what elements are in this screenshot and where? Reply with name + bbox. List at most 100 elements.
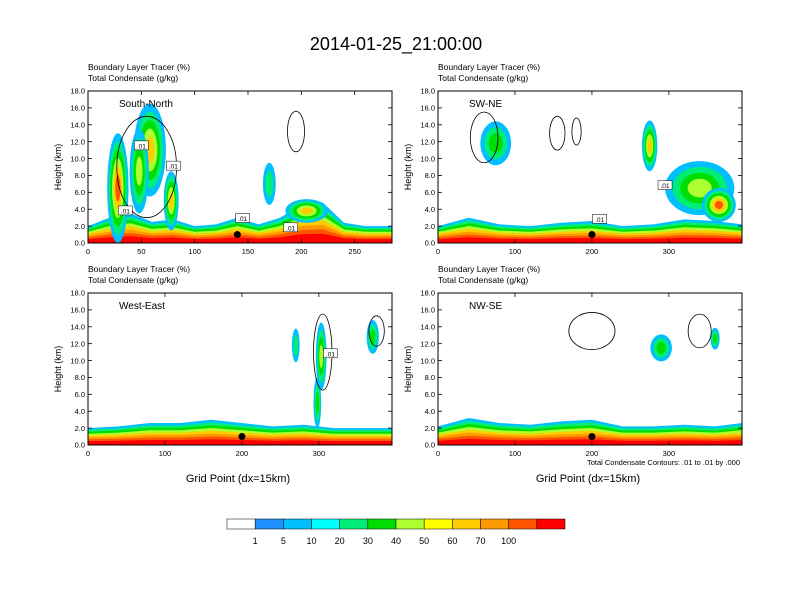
plot-background xyxy=(438,293,742,445)
contour-label: .01 xyxy=(326,351,335,358)
colorbar-label: 5 xyxy=(281,536,286,546)
x-tick-label: 0 xyxy=(86,247,90,256)
x-tick-label: 300 xyxy=(313,449,326,458)
y-tick-label: 14.0 xyxy=(420,322,435,331)
tracer-blob xyxy=(656,341,666,354)
contour-label-box xyxy=(283,222,298,233)
y-tick-label: 4.0 xyxy=(75,407,85,416)
colorbar-swatch xyxy=(254,518,284,530)
panel-sw-ne: .01 .01 0 100 200 300 0.0 2.0 4.0 6.0 8.0 10.0 12.0 1… xyxy=(403,62,743,256)
x-tick-label: 200 xyxy=(295,247,308,256)
colorbar-swatch xyxy=(423,518,453,530)
y-tick-label: 2.0 xyxy=(75,222,85,231)
y-tick-label: 6.0 xyxy=(75,188,85,197)
y-tick-label: 4.0 xyxy=(425,407,435,416)
y-tick-label: 6.0 xyxy=(425,390,435,399)
tracer-blob xyxy=(135,156,143,186)
x-tick-label: 100 xyxy=(188,247,201,256)
contour-label-box xyxy=(166,160,181,171)
panel-label-tracer: Boundary Layer Tracer (%) xyxy=(88,264,190,274)
y-axis-label: Height (km) xyxy=(53,144,63,191)
x-axis-label-left: Grid Point (dx=15km) xyxy=(186,473,290,485)
panel-label-condensate: Total Condensate (g/kg) xyxy=(438,275,528,285)
x-tick-label: 200 xyxy=(586,247,599,256)
contour-label-box xyxy=(592,214,607,224)
y-tick-label: 2.0 xyxy=(425,222,435,231)
y-tick-label: 14.0 xyxy=(70,322,85,331)
x-tick-label: 0 xyxy=(86,449,90,458)
colorbar-swatch xyxy=(339,518,369,530)
contour-label-box xyxy=(235,213,250,223)
y-axis-label: Height (km) xyxy=(403,346,413,393)
colorbar-swatch xyxy=(508,518,538,530)
condensate-contour xyxy=(687,313,712,349)
panel-label-tracer: Boundary Layer Tracer (%) xyxy=(438,62,540,72)
y-tick-label: 8.0 xyxy=(425,171,435,180)
tracer-blob xyxy=(370,329,376,345)
panels: .01 .01 .01 .01 .01 0 50 100 150 200 250 0.0 2.0 4.0 6… xyxy=(53,62,743,458)
y-tick-label: 4.0 xyxy=(425,205,435,214)
contour-label: .01 xyxy=(661,183,670,190)
panel-name: West-East xyxy=(119,301,165,312)
tracer-blob xyxy=(300,207,313,215)
y-tick-label: 12.0 xyxy=(70,339,85,348)
y-tick-label: 18.0 xyxy=(420,289,435,298)
colorbar-label: 60 xyxy=(447,536,457,546)
colorbar-swatch xyxy=(311,518,340,530)
x-tick-label: 100 xyxy=(509,247,522,256)
panel-name: NW-SE xyxy=(469,301,502,312)
site-marker xyxy=(233,231,241,239)
condensate-contour xyxy=(571,117,582,146)
y-tick-label: 8.0 xyxy=(75,373,85,382)
panel-label-condensate: Total Condensate (g/kg) xyxy=(438,73,528,83)
plot-area: .01 .01 .01 .01 .01 xyxy=(88,91,392,243)
colorbar-label: 100 xyxy=(501,536,516,546)
panel-label-tracer: Boundary Layer Tracer (%) xyxy=(88,62,190,72)
x-axis-label-right: Grid Point (dx=15km) xyxy=(536,473,640,485)
x-tick-label: 0 xyxy=(436,247,440,256)
colorbar-swatch xyxy=(226,518,256,530)
y-tick-label: 2.0 xyxy=(75,424,85,433)
y-tick-label: 0.0 xyxy=(425,441,435,450)
contour-note: Total Condensate Contours: .01 to .01 by… xyxy=(587,458,740,467)
y-tick-label: 10.0 xyxy=(420,154,435,163)
tracer-surface-band xyxy=(88,439,392,445)
colorbar-label: 30 xyxy=(363,536,373,546)
y-tick-label: 12.0 xyxy=(70,137,85,146)
condensate-contour xyxy=(287,110,305,153)
y-axis-label: Height (km) xyxy=(53,346,63,393)
figure-title: 2014-01-25_21:00:00 xyxy=(310,34,482,55)
x-tick-label: 100 xyxy=(159,449,172,458)
plot-area: .01 xyxy=(88,293,392,445)
colorbar-label: 1 xyxy=(253,536,258,546)
y-tick-label: 6.0 xyxy=(425,188,435,197)
colorbar: 1 5 10 20 30 40 50 60 70 100 xyxy=(226,518,566,546)
y-tick-label: 14.0 xyxy=(70,120,85,129)
y-tick-label: 0.0 xyxy=(75,441,85,450)
colorbar-swatch xyxy=(283,518,312,530)
x-tick-label: 200 xyxy=(586,449,599,458)
condensate-contour xyxy=(469,111,499,164)
colorbar-swatch xyxy=(480,518,509,530)
tracer-blob xyxy=(713,333,718,344)
site-marker xyxy=(238,433,246,441)
colorbar-swatch xyxy=(395,518,425,530)
panel-name: SW-NE xyxy=(469,99,502,110)
contour-label: .01 xyxy=(286,225,295,232)
panel-west-east: .01 0 100 200 300 0.0 2.0 4.0 6.0 8.0 10.0 12.0 14.0… xyxy=(53,264,393,458)
y-tick-label: 10.0 xyxy=(70,154,85,163)
contour-label: .01 xyxy=(238,216,247,223)
contour-label: .01 xyxy=(169,164,178,171)
colorbar-label: 70 xyxy=(475,536,485,546)
contour-label-box xyxy=(134,140,149,151)
contour-label-box xyxy=(323,348,338,359)
plot-frame xyxy=(437,292,743,446)
y-tick-label: 16.0 xyxy=(70,104,85,113)
site-marker xyxy=(588,231,596,239)
plot-frame xyxy=(87,90,393,244)
panel-label-condensate: Total Condensate (g/kg) xyxy=(88,73,178,83)
plot-frame xyxy=(437,90,743,244)
x-tick-label: 300 xyxy=(663,449,676,458)
y-tick-label: 16.0 xyxy=(420,306,435,315)
